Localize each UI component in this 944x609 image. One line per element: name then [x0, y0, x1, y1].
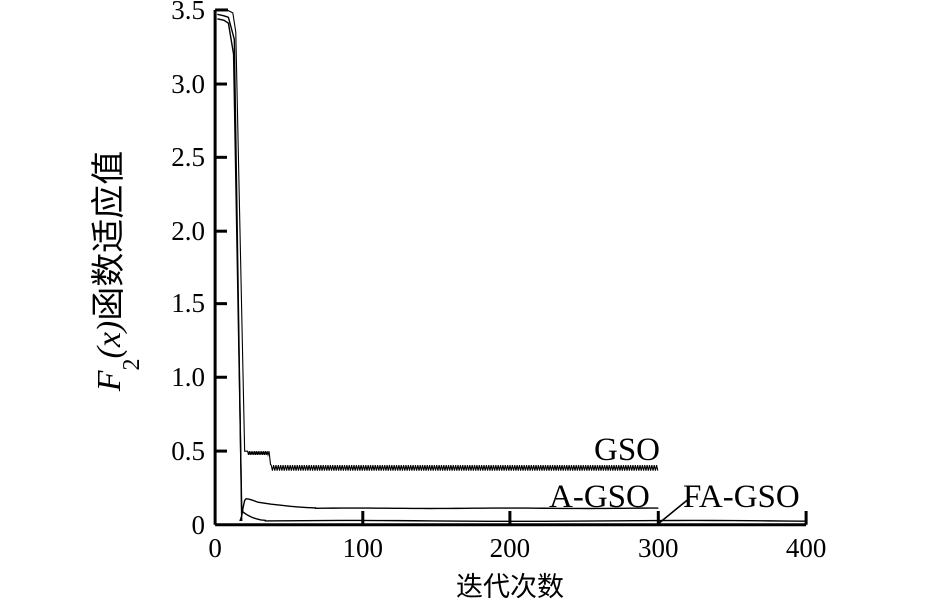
- svg-text:0.5: 0.5: [171, 436, 205, 466]
- svg-text:3.5: 3.5: [171, 0, 205, 25]
- svg-text:GSO: GSO: [594, 432, 660, 468]
- svg-text:100: 100: [343, 533, 384, 563]
- svg-text:迭代次数: 迭代次数: [456, 572, 564, 602]
- svg-text:FA-GSO: FA-GSO: [683, 479, 800, 515]
- svg-text:300: 300: [638, 533, 679, 563]
- svg-text:3.0: 3.0: [171, 69, 205, 99]
- svg-text:1.5: 1.5: [171, 288, 205, 318]
- svg-text:F2(x)函数适应值: F2(x)函数适应值: [90, 151, 145, 393]
- svg-text:400: 400: [786, 533, 827, 563]
- svg-text:A-GSO: A-GSO: [549, 479, 650, 515]
- svg-text:2.0: 2.0: [171, 216, 205, 246]
- svg-text:1.0: 1.0: [171, 362, 205, 392]
- svg-text:2.5: 2.5: [171, 142, 205, 172]
- svg-text:0: 0: [192, 510, 206, 540]
- svg-text:0: 0: [208, 533, 222, 563]
- svg-text:200: 200: [490, 533, 531, 563]
